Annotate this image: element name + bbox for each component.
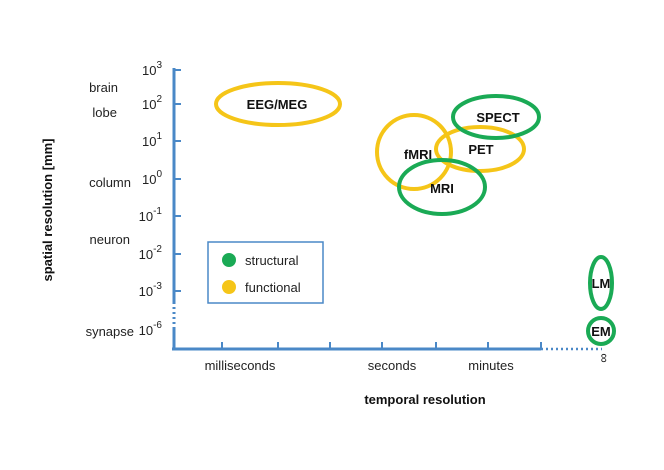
y-category-label: column — [89, 175, 131, 190]
x-ticks: milliseconds seconds minutes ∞ — [205, 342, 612, 373]
x-tick-label-infinity: ∞ — [597, 353, 612, 362]
y-tick-label: 103 — [142, 60, 162, 78]
y-tick-label: 102 — [142, 94, 162, 112]
method-ellipse — [451, 94, 541, 140]
x-tick-label: seconds — [368, 358, 417, 373]
method-label: PET — [468, 142, 493, 157]
method-ellipses: EEG/MEG fMRI PET SPECT MRI LM EM — [214, 81, 616, 346]
y-tick-label: 10-6 — [139, 320, 163, 338]
y-category-label: neuron — [90, 232, 130, 247]
method-ellipse — [586, 316, 616, 346]
y-tick-label: 100 — [142, 169, 162, 187]
method-label: EEG/MEG — [247, 97, 308, 112]
legend-label: structural — [245, 253, 299, 268]
x-tick-label: minutes — [468, 358, 514, 373]
x-axis-title: temporal resolution — [364, 392, 485, 407]
legend: structural functional — [207, 241, 324, 304]
legend-swatch — [222, 253, 236, 267]
legend-label: functional — [245, 280, 301, 295]
method-label: SPECT — [476, 110, 519, 125]
axes — [172, 68, 602, 351]
y-tick-label: 10-2 — [139, 244, 163, 262]
y-category-label: brain — [89, 80, 118, 95]
method-ellipse — [588, 255, 614, 311]
legend-swatch — [222, 280, 236, 294]
y-category-label: lobe — [92, 105, 117, 120]
y-tick-label: 10-1 — [139, 206, 163, 224]
method-label: LM — [592, 276, 611, 291]
x-tick-label: milliseconds — [205, 358, 276, 373]
method-label: EM — [591, 324, 611, 339]
method-label: fMRI — [404, 147, 432, 162]
method-label: MRI — [430, 181, 454, 196]
y-ticks: 103 102 101 100 10-1 10-2 10-3 10-6 — [139, 60, 181, 338]
y-tick-label: 101 — [142, 131, 162, 149]
method-ellipse — [434, 125, 526, 173]
y-category-label: synapse — [86, 324, 134, 339]
method-ellipse — [397, 158, 487, 216]
method-ellipse — [214, 81, 342, 127]
y-tick-label: 10-3 — [139, 281, 163, 299]
y-categories: brain lobe column neuron synapse — [86, 80, 134, 339]
method-ellipse — [375, 113, 453, 191]
y-axis-title: spatial resolution [mm] — [40, 138, 55, 281]
